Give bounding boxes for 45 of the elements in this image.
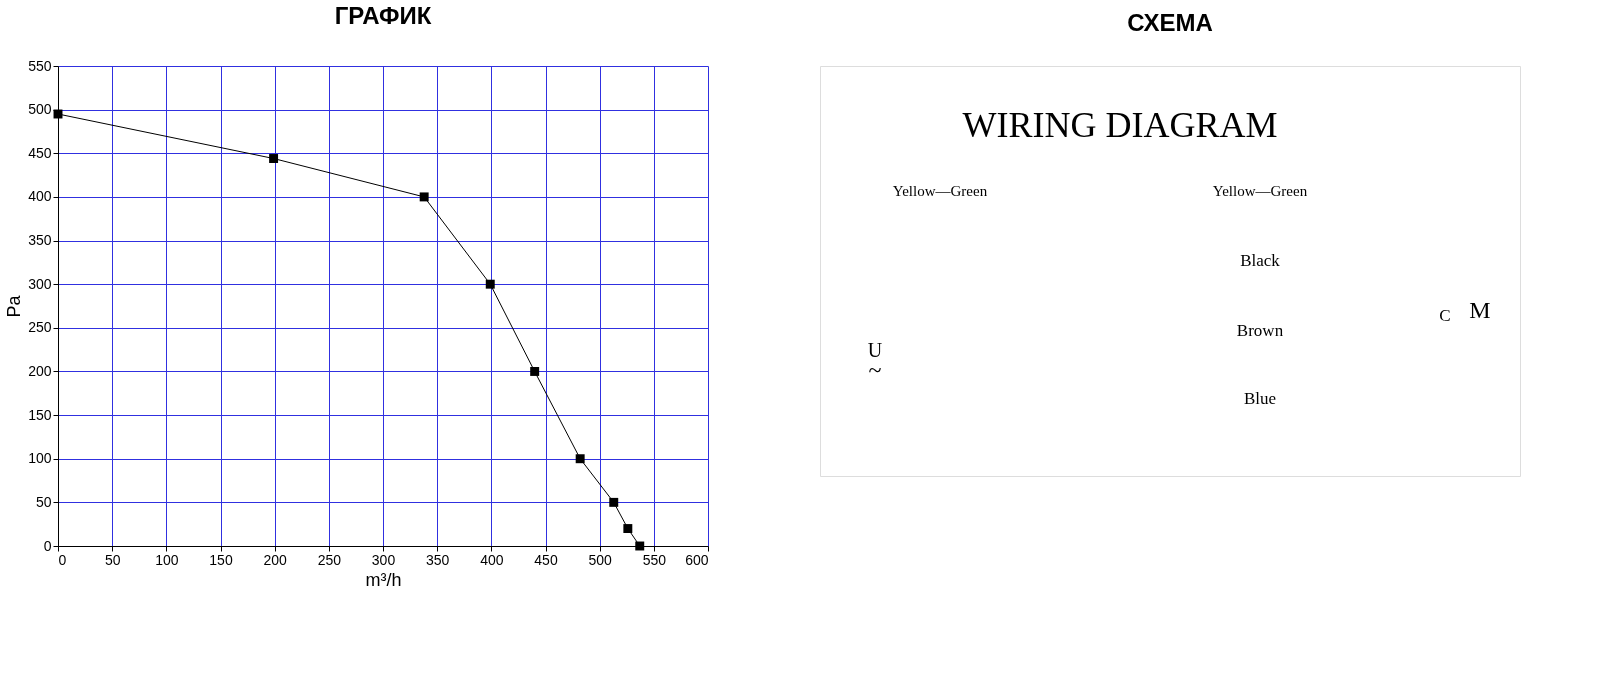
point <box>623 524 633 534</box>
y-tick-label: 100 <box>28 450 52 467</box>
x-tick-label: 200 <box>263 551 288 568</box>
y-tick-label: 250 <box>28 319 52 336</box>
y-tick-label: 200 <box>28 362 52 379</box>
y-tick-label: 500 <box>28 101 52 118</box>
point <box>419 192 429 202</box>
text: C <box>1439 306 1451 325</box>
x-tick-label: 100 <box>155 551 179 568</box>
x-tick-label: 400 <box>480 551 504 568</box>
point <box>530 366 540 376</box>
point <box>635 541 645 551</box>
x-tick-label: 50 <box>104 551 121 568</box>
point <box>609 497 619 507</box>
y-axis-title: Pa <box>4 294 25 318</box>
x-tick-label: 150 <box>209 551 233 568</box>
text: Yellow—Green <box>1212 183 1308 199</box>
x-axis-title: m³/h <box>365 569 402 590</box>
text: СХЕМА <box>1127 9 1213 36</box>
y-tick-label: 300 <box>28 275 52 292</box>
text: Blue <box>1243 389 1277 408</box>
x-tick-label: 550 <box>642 551 667 568</box>
point <box>575 454 585 464</box>
y-tick-label: 450 <box>28 144 52 161</box>
point <box>269 154 279 163</box>
x-tick-label: 500 <box>588 551 613 568</box>
point <box>485 279 495 289</box>
x-tick-label: 600 <box>685 551 709 568</box>
x-tick-label: 350 <box>425 551 450 568</box>
chart-title: ГРАФИК <box>334 2 432 29</box>
x-tick-label: 300 <box>371 551 396 568</box>
y-tick-label: 400 <box>28 188 52 205</box>
x-tick-label: 250 <box>317 551 342 568</box>
text: Black <box>1240 251 1281 270</box>
text: Brown <box>1236 321 1284 340</box>
y-tick-label: 50 <box>35 493 52 510</box>
text: Yellow—Green <box>892 183 988 199</box>
x-tick-label: 450 <box>534 551 558 568</box>
x-tick-label: 0 <box>58 551 67 568</box>
y-tick-label: 550 <box>28 57 52 74</box>
text: M <box>1469 297 1491 323</box>
text: WIRING DIAGRAM <box>962 105 1278 145</box>
y-tick-label: 350 <box>28 232 52 249</box>
y-tick-label: 150 <box>28 406 52 423</box>
y-tick-label: 0 <box>43 537 52 554</box>
